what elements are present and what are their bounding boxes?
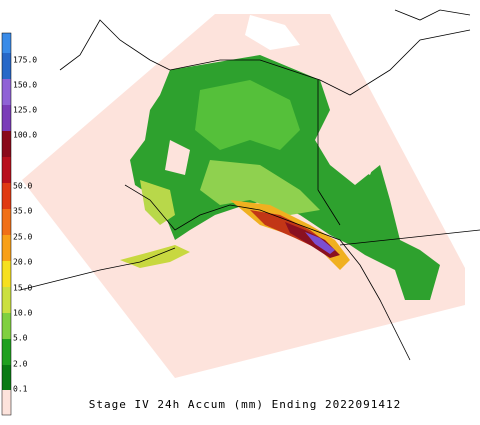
legend-label: 125.0 [13,106,37,115]
legend-label: 5.0 [13,334,28,343]
legend-label: 100.0 [13,131,37,140]
legend-label: 2.0 [13,360,28,369]
legend-label: 50.0 [13,182,32,191]
colorbar [1,32,12,416]
legend-label: 15.0 [13,284,32,293]
precip-field [120,15,440,300]
legend-label: 10.0 [13,309,32,318]
legend-label: 35.0 [13,207,32,216]
legend-label: 20.0 [13,258,32,267]
legend-label: 25.0 [13,233,32,242]
legend-label: 0.1 [13,385,28,394]
colorbar-labels: 175.0 150.0 125.0 100.0 50.0 35.0 25.0 2… [13,56,37,394]
coastlines [19,9,480,361]
legend-label: 175.0 [13,56,37,65]
legend-label: 150.0 [13,81,37,90]
caption: Stage IV 24h Accum (mm) Ending 202209141… [89,398,402,411]
